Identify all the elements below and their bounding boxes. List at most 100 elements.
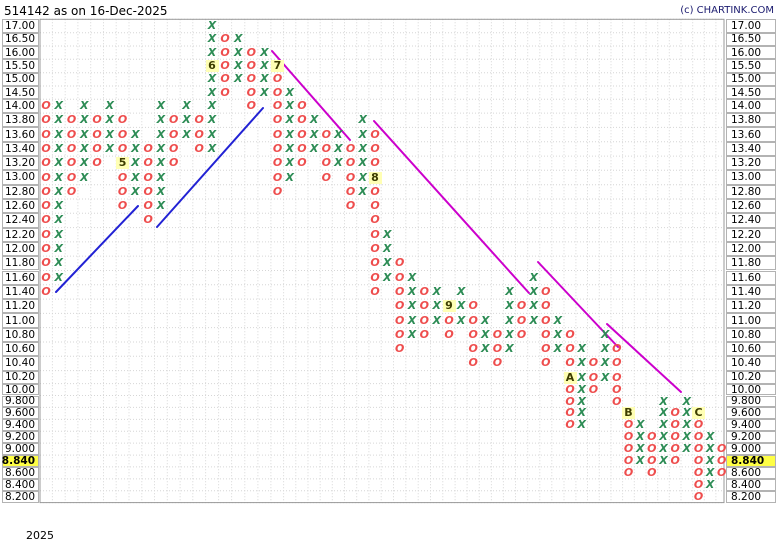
- pnf-o-cell: O: [321, 170, 331, 184]
- pnf-o-cell: O: [693, 465, 704, 479]
- pnf-x-cell: X: [383, 227, 392, 241]
- pnf-o-cell: O: [345, 184, 356, 198]
- pnf-x-cell: X: [207, 99, 217, 112]
- pnf-o-cell: O: [395, 327, 405, 341]
- pnf-o-cell: O: [246, 85, 256, 99]
- pnf-o-cell: O: [370, 213, 380, 227]
- pnf-o-cell: O: [246, 99, 256, 112]
- pnf-o-cell: O: [612, 394, 622, 408]
- y-axis-label-left: 9.000: [2, 443, 39, 455]
- pnf-o-cell: O: [588, 370, 599, 384]
- pnf-o-cell: O: [297, 127, 307, 141]
- pnf-x-cell: X: [54, 127, 64, 141]
- pnf-o-cell: O: [670, 442, 680, 456]
- y-axis-label-right: 8.200: [726, 491, 776, 503]
- pnf-o-cell: O: [370, 284, 380, 298]
- pnf-x-cell: X: [182, 99, 191, 112]
- month-marker-C: C: [692, 407, 705, 420]
- pnf-x-cell: X: [456, 284, 466, 298]
- pnf-o-cell: O: [41, 199, 51, 213]
- pnf-x-cell: X: [407, 270, 417, 284]
- pnf-x-cell: X: [577, 342, 586, 356]
- pnf-o-cell: O: [370, 242, 380, 255]
- pnf-o-cell: O: [41, 141, 51, 155]
- pnf-o-cell: O: [345, 170, 356, 184]
- pnf-o-cell: O: [41, 242, 51, 255]
- pnf-o-cell: O: [541, 313, 551, 327]
- y-axis-label-left: 8.840: [2, 455, 39, 467]
- pnf-x-cell: X: [80, 127, 89, 141]
- y-axis-label-left: 17.00: [2, 19, 39, 33]
- pnf-o-cell: O: [41, 284, 51, 298]
- pnf-x-cell: X: [285, 170, 294, 184]
- pnf-o-cell: O: [272, 99, 283, 112]
- pnf-o-cell: O: [272, 127, 283, 141]
- pnf-o-cell: O: [565, 382, 575, 396]
- month-marker-8: 8: [368, 171, 382, 184]
- pnf-o-cell: O: [468, 342, 478, 356]
- pnf-o-cell: O: [117, 184, 128, 198]
- pnf-x-cell: X: [334, 141, 343, 155]
- pnf-x-cell: X: [156, 184, 166, 198]
- pnf-x-cell: X: [407, 299, 417, 313]
- pnf-x-cell: X: [635, 430, 645, 444]
- y-axis-label-left: 13.20: [2, 156, 39, 171]
- pnf-x-cell: X: [207, 72, 217, 86]
- pnf-o-cell: O: [623, 430, 634, 444]
- pnf-o-cell: O: [565, 327, 575, 341]
- pnf-x-cell: X: [80, 99, 89, 112]
- trendline-blue: [156, 107, 264, 228]
- pnf-o-cell: O: [66, 127, 77, 141]
- pnf-x-cell: X: [505, 327, 514, 341]
- month-marker-5: 5: [116, 157, 130, 170]
- pnf-o-cell: O: [272, 141, 283, 155]
- pnf-o-cell: O: [370, 141, 380, 155]
- y-axis-label-left: 12.00: [2, 241, 39, 257]
- y-axis-label-left: 13.80: [2, 113, 39, 128]
- pnf-x-cell: X: [553, 342, 563, 356]
- pnf-o-cell: O: [541, 284, 551, 298]
- pnf-o-cell: O: [41, 227, 51, 241]
- y-axis-label-right: 9.800: [726, 395, 776, 407]
- y-axis-label-right: 8.600: [726, 467, 776, 479]
- pnf-o-cell: O: [419, 313, 429, 327]
- pnf-x-cell: X: [233, 32, 243, 46]
- pnf-x-cell: X: [600, 327, 610, 341]
- pnf-x-cell: X: [285, 141, 294, 155]
- pnf-o-cell: O: [516, 313, 527, 327]
- pnf-o-cell: O: [647, 454, 657, 467]
- pnf-o-cell: O: [395, 256, 405, 270]
- pnf-x-cell: X: [358, 113, 368, 127]
- pnf-o-cell: O: [194, 141, 204, 155]
- pnf-x-cell: X: [682, 430, 692, 444]
- y-axis-label-left: 10.00: [2, 384, 39, 396]
- pnf-o-cell: O: [693, 477, 704, 491]
- y-axis-label-right: 9.600: [726, 407, 776, 419]
- pnf-o-cell: O: [345, 156, 356, 170]
- pnf-x-cell: X: [659, 394, 668, 408]
- pnf-o-cell: O: [220, 45, 230, 59]
- pnf-o-cell: O: [419, 327, 429, 341]
- y-axis-label-right: 15.50: [726, 59, 776, 73]
- y-axis-label-right: 12.40: [726, 213, 776, 228]
- pnf-x-cell: X: [80, 113, 89, 127]
- pnf-o-cell: O: [41, 213, 51, 227]
- pnf-x-cell: X: [105, 127, 115, 141]
- pnf-x-cell: X: [182, 127, 191, 141]
- pnf-x-cell: X: [260, 45, 269, 59]
- y-axis-label-left: 15.50: [2, 59, 39, 73]
- y-axis-label-left: 14.00: [2, 99, 39, 114]
- pnf-o-cell: O: [647, 430, 657, 444]
- y-axis-label-left: 10.20: [2, 370, 39, 384]
- pnf-o-cell: O: [588, 356, 599, 370]
- y-axis-label-left: 11.60: [2, 270, 39, 285]
- pnf-o-cell: O: [468, 327, 478, 341]
- pnf-o-cell: O: [194, 113, 204, 127]
- pnf-x-cell: X: [233, 59, 243, 72]
- pnf-x-cell: X: [54, 242, 64, 255]
- y-axis-label-right: 13.80: [726, 113, 776, 128]
- y-axis-label-right: 12.20: [726, 227, 776, 242]
- pnf-x-cell: X: [156, 113, 166, 127]
- pnf-o-cell: O: [468, 313, 478, 327]
- y-axis-label-left: 12.80: [2, 184, 39, 199]
